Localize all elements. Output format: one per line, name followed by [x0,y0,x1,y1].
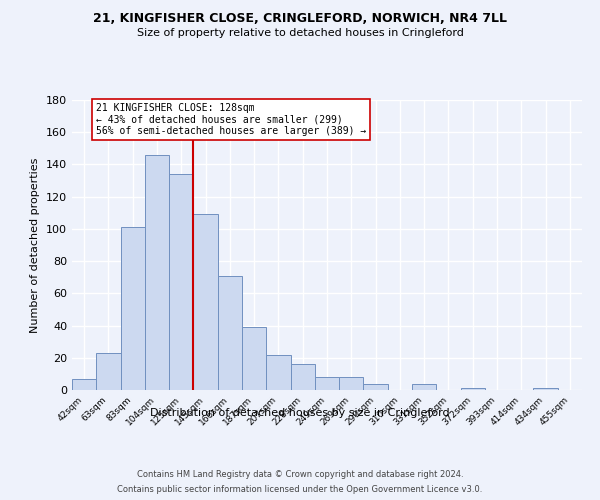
Text: Contains public sector information licensed under the Open Government Licence v3: Contains public sector information licen… [118,485,482,494]
Bar [315,377,339,390]
Bar [266,354,290,390]
Bar [461,388,485,390]
Bar [533,388,558,390]
Bar [339,377,364,390]
Bar [96,353,121,390]
Bar [290,364,315,390]
Bar [193,214,218,390]
Text: Size of property relative to detached houses in Cringleford: Size of property relative to detached ho… [137,28,463,38]
Y-axis label: Number of detached properties: Number of detached properties [31,158,40,332]
Text: 21, KINGFISHER CLOSE, CRINGLEFORD, NORWICH, NR4 7LL: 21, KINGFISHER CLOSE, CRINGLEFORD, NORWI… [93,12,507,26]
Text: Contains HM Land Registry data © Crown copyright and database right 2024.: Contains HM Land Registry data © Crown c… [137,470,463,479]
Bar [364,384,388,390]
Text: 21 KINGFISHER CLOSE: 128sqm
← 43% of detached houses are smaller (299)
56% of se: 21 KINGFISHER CLOSE: 128sqm ← 43% of det… [96,103,367,136]
Bar [218,276,242,390]
Text: Distribution of detached houses by size in Cringleford: Distribution of detached houses by size … [150,408,450,418]
Bar [121,228,145,390]
Bar [242,327,266,390]
Bar [72,378,96,390]
Bar [169,174,193,390]
Bar [145,155,169,390]
Bar [412,384,436,390]
